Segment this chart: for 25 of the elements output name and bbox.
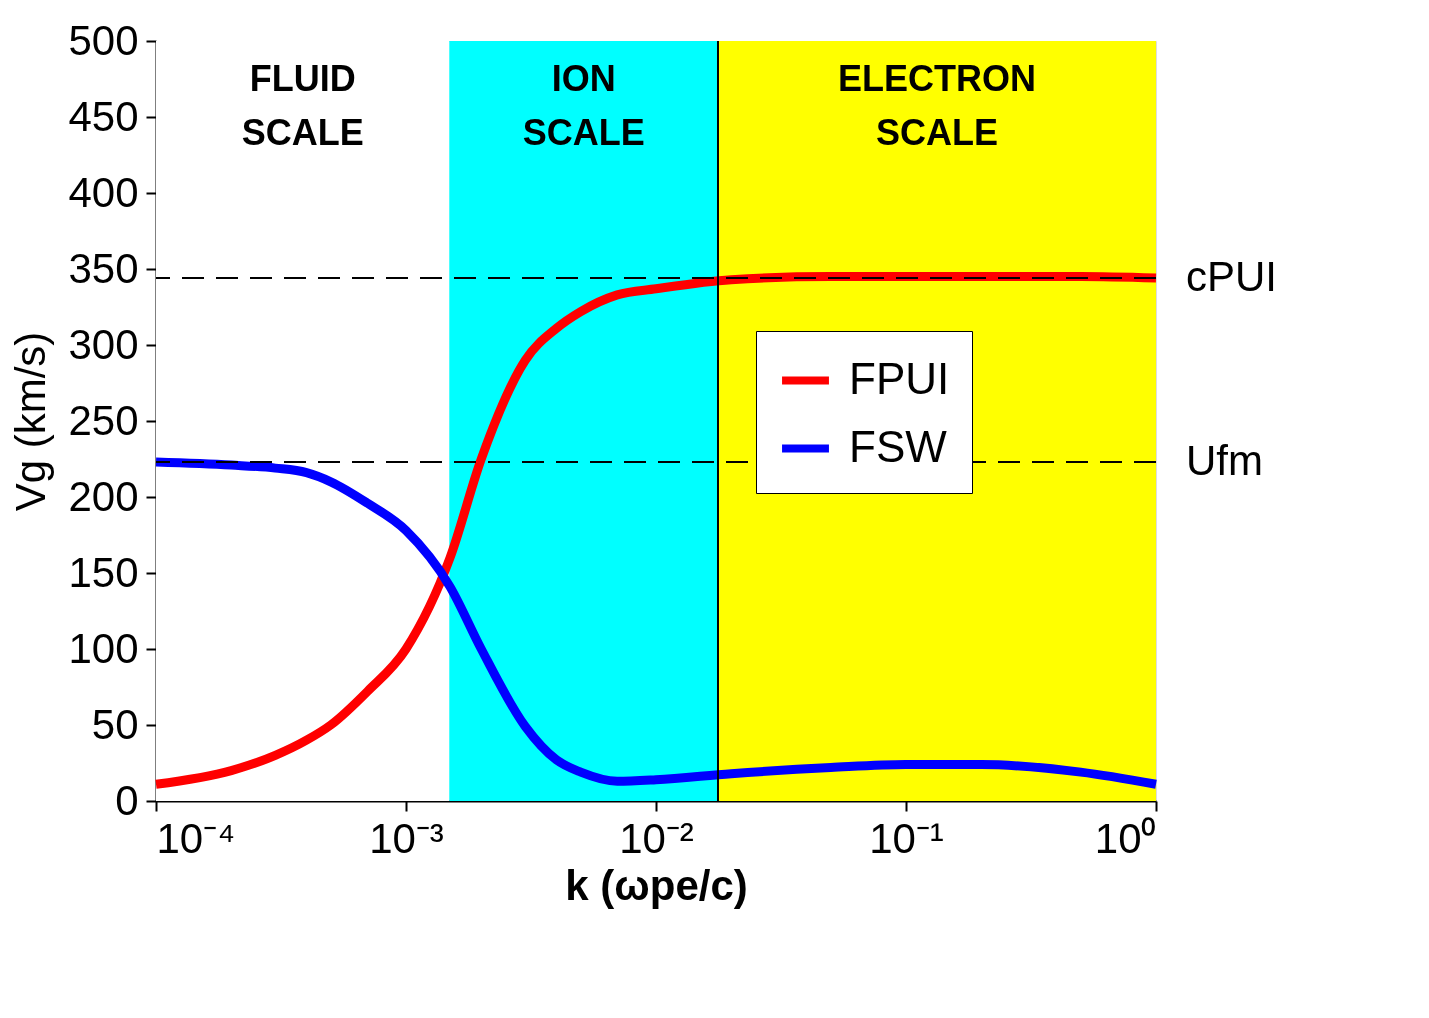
y-tick-label: 150 [68, 548, 139, 596]
x-tick-label: 10⁻³ [369, 814, 444, 862]
legend-label: FPUI [849, 353, 950, 403]
y-tick-label: 0 [115, 776, 139, 824]
y-tick-label: 300 [68, 320, 139, 368]
y-tick-label: 450 [68, 92, 139, 140]
legend-label: FSW [849, 421, 948, 471]
band-label: FLUID SCALE [241, 58, 364, 153]
y-tick-label: 250 [68, 396, 139, 444]
y-tick-label: 200 [68, 472, 139, 520]
band-label: ELECTRON SCALE [838, 58, 1036, 153]
x-tick-label: 10⁻¹ [869, 814, 944, 862]
ref-line-label: cPUI [1186, 253, 1278, 301]
y-tick-label: 100 [68, 624, 139, 672]
x-tick-label: 10⁻⁴ [156, 814, 236, 862]
x-axis-title: k (ωpe/c) [565, 861, 748, 909]
band-label: ION SCALE [522, 58, 645, 153]
y-tick-label: 50 [91, 700, 139, 748]
x-tick-label: 10⁻² [619, 814, 694, 862]
ref-line-label: Ufm [1186, 437, 1263, 485]
y-axis-title: Vg (km/s) [7, 331, 55, 512]
y-tick-label: 350 [68, 244, 139, 292]
y-tick-label: 400 [68, 168, 139, 216]
y-tick-label: 500 [68, 16, 139, 64]
x-tick-label: 10⁰ [1094, 814, 1157, 862]
